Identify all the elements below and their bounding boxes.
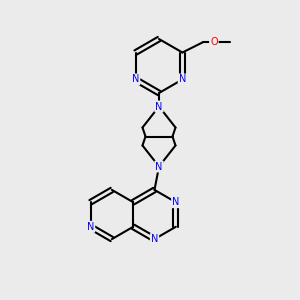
Text: N: N (151, 234, 158, 244)
Text: N: N (155, 101, 163, 112)
Text: N: N (179, 74, 186, 85)
Text: O: O (210, 37, 218, 47)
Text: N: N (132, 74, 139, 85)
Text: N: N (155, 161, 163, 172)
Text: N: N (172, 197, 179, 207)
Text: N: N (87, 222, 94, 232)
